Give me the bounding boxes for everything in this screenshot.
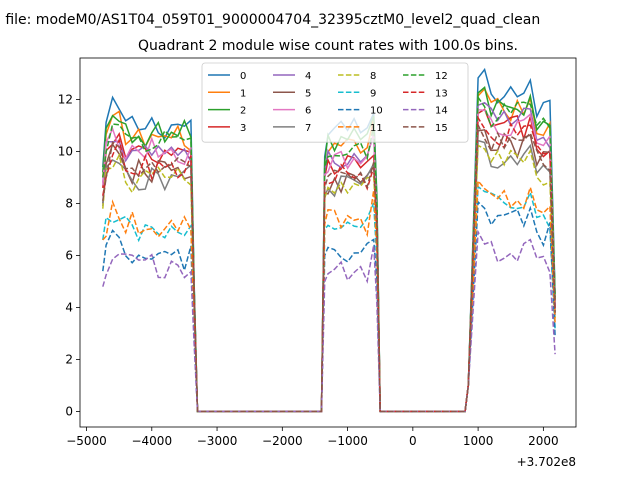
x-tick-label: 2000 bbox=[528, 434, 559, 448]
legend-label-3: 3 bbox=[240, 123, 246, 134]
legend-label-7: 7 bbox=[305, 123, 311, 134]
y-tick-label: 12 bbox=[58, 93, 73, 107]
y-tick-label: 6 bbox=[65, 248, 73, 262]
legend-label-9: 9 bbox=[370, 88, 376, 99]
series-line-14 bbox=[102, 229, 556, 413]
series-line-15 bbox=[102, 124, 556, 413]
y-tick-label: 8 bbox=[65, 197, 73, 211]
y-tick-label: 10 bbox=[58, 145, 73, 159]
legend-label-2: 2 bbox=[240, 106, 246, 117]
series-line-6 bbox=[102, 109, 556, 413]
legend-label-11: 11 bbox=[370, 123, 383, 134]
series-line-13 bbox=[102, 115, 556, 413]
legend-label-15: 15 bbox=[435, 123, 448, 134]
plot-border bbox=[79, 57, 577, 428]
x-tick-label: −1000 bbox=[327, 434, 368, 448]
y-tick-label: 0 bbox=[65, 404, 73, 418]
x-tick-label: 1000 bbox=[463, 434, 494, 448]
legend-label-4: 4 bbox=[305, 71, 311, 82]
x-axis-offset-label: +3.702e8 bbox=[517, 455, 576, 469]
legend-label-14: 14 bbox=[435, 106, 448, 117]
y-tick-label: 4 bbox=[65, 300, 73, 314]
x-tick-label: −2000 bbox=[262, 434, 303, 448]
series-line-11 bbox=[102, 178, 556, 413]
x-tick-label: −5000 bbox=[66, 434, 107, 448]
series-line-9 bbox=[102, 185, 556, 413]
series-line-8 bbox=[102, 144, 556, 413]
figure-supertitle: n file: modeM0/AS1T04_059T01_9000004704_… bbox=[0, 12, 540, 28]
legend-label-0: 0 bbox=[240, 71, 246, 82]
legend-label-8: 8 bbox=[370, 71, 376, 82]
x-tick-label: −4000 bbox=[131, 434, 172, 448]
x-axis: −5000 −4000 −3000 −2000 −1000 0 1000 2000 bbox=[66, 427, 559, 448]
y-tick-label: 2 bbox=[65, 352, 73, 366]
chart-title: Quadrant 2 module wise count rates with … bbox=[138, 38, 518, 54]
legend-box bbox=[201, 62, 469, 143]
x-tick-label: 0 bbox=[409, 434, 417, 448]
legend-label-6: 6 bbox=[305, 106, 311, 117]
series-line-12 bbox=[102, 95, 556, 413]
series-line-7 bbox=[102, 139, 556, 413]
legend-label-5: 5 bbox=[305, 88, 311, 99]
x-tick-label: −3000 bbox=[197, 434, 238, 448]
legend-label-1: 1 bbox=[240, 88, 246, 99]
legend-label-13: 13 bbox=[435, 88, 448, 99]
legend-label-12: 12 bbox=[435, 71, 448, 82]
series-line-4 bbox=[102, 101, 556, 413]
y-axis: 0 2 4 6 8 10 12 bbox=[58, 93, 80, 418]
legend-label-10: 10 bbox=[370, 106, 383, 117]
